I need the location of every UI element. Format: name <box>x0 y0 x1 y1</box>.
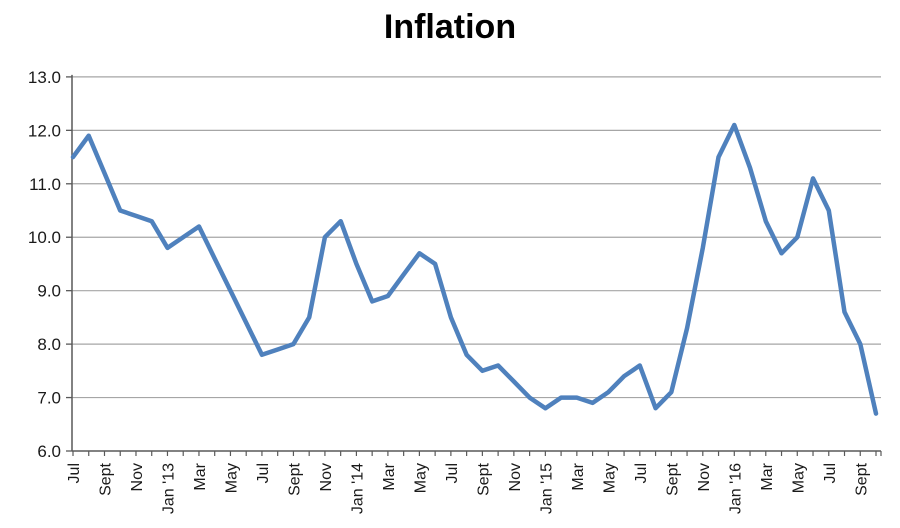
x-tick-label: Jan '16 <box>727 463 744 514</box>
x-tick-label: Sept <box>664 462 681 495</box>
x-tick-label: Nov <box>318 463 335 491</box>
y-axis-labels: 13.0 12.0 11.0 10.0 9.0 8.0 7.0 6.0 <box>28 68 61 461</box>
y-tick-label: 6.0 <box>37 442 61 461</box>
x-tick-label: Nov <box>507 463 524 491</box>
x-tick-label: Sept <box>475 462 492 495</box>
x-tick-label: Jan '13 <box>160 463 177 514</box>
x-tick-label: Jul <box>822 463 839 483</box>
chart-title: Inflation <box>383 8 517 46</box>
x-tick-label: Nov <box>129 463 146 491</box>
x-tick-label: Mar <box>192 462 209 490</box>
x-tick-label: Nov <box>696 463 713 491</box>
x-tick-label: Jul <box>633 463 650 483</box>
x-tick-label: May <box>601 463 618 493</box>
axis-ticks <box>66 76 882 456</box>
x-tick-label: Mar <box>759 462 776 490</box>
x-tick-label: Jul <box>255 463 272 483</box>
x-tick-label: Jan '14 <box>349 463 366 514</box>
x-tick-label: Jul <box>66 463 83 483</box>
y-tick-label: 8.0 <box>37 335 61 354</box>
x-tick-label: Mar <box>570 462 587 490</box>
x-tick-label: May <box>412 463 429 493</box>
y-tick-label: 7.0 <box>37 389 61 408</box>
y-tick-label: 13.0 <box>28 68 61 87</box>
x-tick-label: Jan '15 <box>538 463 555 514</box>
x-tick-label: May <box>223 463 240 493</box>
y-tick-label: 9.0 <box>37 282 61 301</box>
y-tick-label: 11.0 <box>29 175 61 194</box>
y-tick-label: 10.0 <box>28 228 61 247</box>
x-tick-label: Sept <box>286 462 303 495</box>
x-tick-label: Sept <box>97 462 114 495</box>
y-tick-label: 12.0 <box>28 121 61 140</box>
x-tick-label: Jul <box>444 463 461 483</box>
inflation-line-series <box>70 122 879 416</box>
axes <box>71 74 881 452</box>
x-tick-label: Sept <box>853 462 870 495</box>
gridlines <box>72 76 881 399</box>
x-axis-labels: Jul Sept Nov Jan '13 Mar May Jul Sept Nov Jan '14… <box>66 462 870 514</box>
x-tick-label: May <box>790 463 807 493</box>
x-tick-label: Mar <box>381 462 398 490</box>
